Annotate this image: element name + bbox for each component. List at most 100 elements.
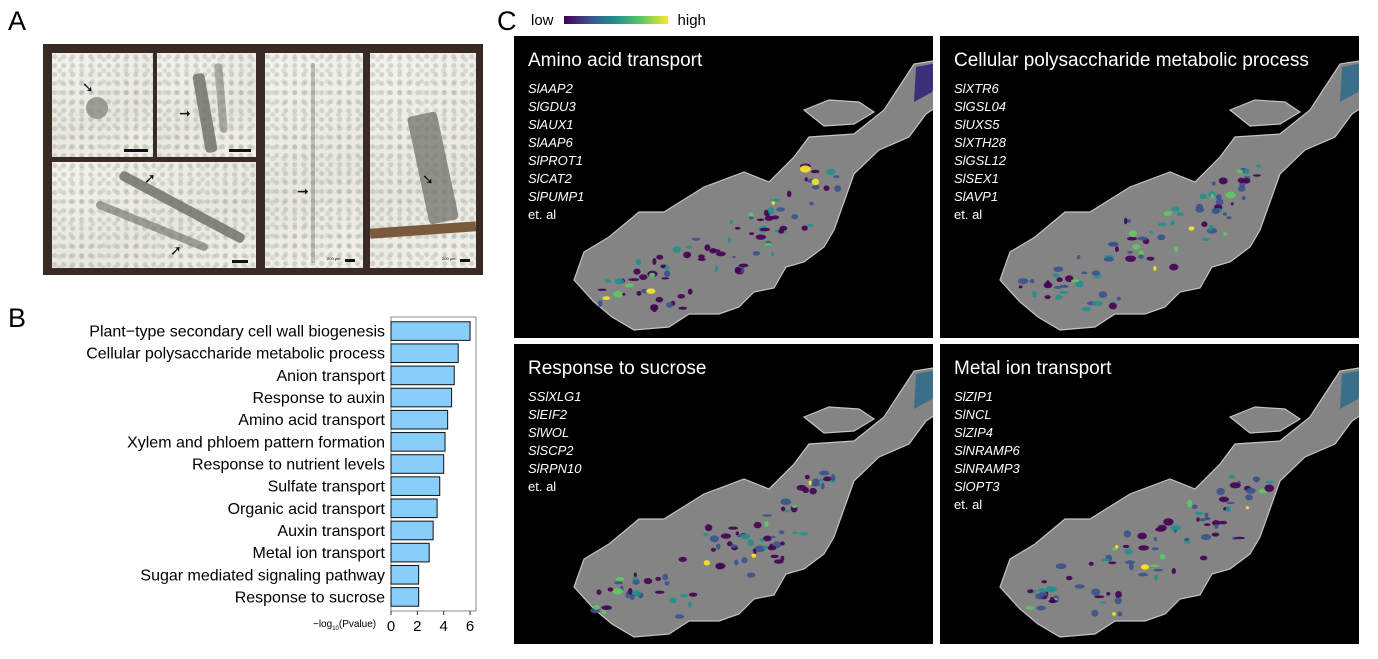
expression-spot [1265, 480, 1275, 484]
expression-spot [663, 270, 671, 277]
category-label: Amino acid transport [238, 412, 385, 429]
expression-spot [1199, 518, 1207, 522]
expression-spot [636, 291, 642, 296]
expression-spot [799, 532, 809, 536]
expression-spot [1132, 244, 1141, 250]
expression-spot [1230, 202, 1234, 206]
bar [390, 321, 471, 341]
scale-label-2: 200 μm [442, 256, 456, 261]
expression-spot [601, 609, 607, 615]
tissue-map [999, 367, 1359, 638]
category-label: Sulfate transport [268, 479, 386, 496]
micrograph-collage: ➘ ➞ ➚ ➚ ➞ 200 μm ➘ 200 μm [43, 44, 483, 275]
gene-label: SlEIF2 [528, 407, 568, 422]
gene-label: SlNCL [954, 407, 992, 422]
expression-spot [1195, 207, 1205, 213]
expression-spot [1098, 291, 1108, 298]
expression-spot [1237, 185, 1246, 192]
expression-spot [741, 557, 748, 564]
expression-spot [1122, 544, 1130, 549]
panel-letter-c: C [497, 6, 517, 36]
expression-spot [698, 254, 705, 259]
expression-spot [662, 573, 668, 581]
expression-spot [632, 578, 640, 585]
tile-title: Response to sucrose [528, 358, 707, 379]
scale-label-1: 200 μm [327, 256, 341, 261]
expression-spot [1153, 266, 1157, 271]
expression-spot [1037, 588, 1047, 593]
expression-region [914, 63, 933, 102]
expression-spot [763, 535, 772, 542]
expression-spot [1173, 529, 1177, 533]
bar [390, 587, 420, 607]
expression-spot [1117, 611, 1123, 617]
category-label: Organic acid transport [228, 501, 386, 518]
tile-title: Cellular polysaccharide metabolic proces… [954, 50, 1309, 71]
expression-spot [688, 601, 692, 608]
expression-spot [812, 478, 820, 485]
expression-spot [602, 296, 611, 300]
expression-spot [651, 305, 657, 313]
gene-label: SlSEX1 [954, 171, 999, 186]
expression-spot [1169, 263, 1179, 271]
gene-label: SlRPN10 [528, 461, 582, 476]
bar [390, 498, 438, 519]
expression-spot [1226, 501, 1235, 505]
expression-spot [808, 480, 812, 486]
expression-spot [1229, 482, 1241, 489]
expression-spot [1211, 181, 1216, 186]
expression-spot [1025, 606, 1035, 610]
expression-spot [1036, 605, 1046, 611]
expression-spot [791, 214, 799, 220]
gene-label: SlPUMP1 [528, 189, 585, 204]
scale-bar [345, 259, 355, 262]
expression-spot [1157, 234, 1166, 241]
spatial-tile-amino-acid-transport: Amino acid transport SlAAP2 SlGDU3 SlAUX… [514, 36, 933, 338]
expression-spot [629, 594, 635, 600]
expression-spot [1153, 537, 1157, 542]
expression-spot [1032, 589, 1037, 594]
expression-spot [614, 278, 624, 285]
expression-spot [1076, 255, 1081, 260]
expression-spot [643, 578, 653, 585]
expression-spot [597, 288, 607, 291]
expression-spot [1128, 563, 1134, 571]
expression-spot [686, 245, 693, 249]
expression-spot [1108, 302, 1117, 310]
expression-spot [799, 165, 811, 173]
expression-spot [781, 506, 786, 512]
expression-spot [1099, 601, 1107, 604]
expression-spot [1059, 291, 1069, 294]
expression-spot [674, 614, 685, 619]
expression-spot [1124, 548, 1133, 555]
arrow-icon: ➞ [179, 105, 191, 121]
expression-spot [1103, 256, 1115, 262]
expression-spot [593, 605, 601, 610]
expression-spot [1151, 547, 1159, 551]
tissue-fragment [1228, 406, 1302, 434]
expression-spot [624, 283, 634, 288]
gene-label: SlSCP2 [528, 443, 574, 458]
color-legend: low high [531, 9, 706, 31]
expression-spot [654, 590, 665, 594]
expression-spot [1140, 564, 1150, 570]
expression-spot [1241, 196, 1246, 201]
expression-spot [1041, 580, 1047, 584]
etal-label: et. al [954, 497, 983, 512]
expression-spot [1112, 547, 1117, 551]
expression-spot [703, 560, 711, 566]
category-label: Sugar mediated signaling pathway [140, 567, 385, 584]
expression-spot [1114, 597, 1122, 605]
expression-spot [1032, 290, 1037, 298]
expression-spot [1154, 574, 1158, 581]
expression-spot [1243, 178, 1251, 184]
go-enrichment-chart: Plant−type secondary cell wall biogenesi… [0, 300, 500, 640]
expression-spot [672, 246, 682, 253]
expression-spot [703, 533, 709, 537]
expression-spot [755, 234, 767, 240]
expression-spot [773, 559, 784, 564]
expression-spot [1183, 541, 1191, 544]
expression-spot [613, 290, 623, 298]
expression-spot [1252, 174, 1261, 177]
expression-spot [764, 242, 773, 247]
